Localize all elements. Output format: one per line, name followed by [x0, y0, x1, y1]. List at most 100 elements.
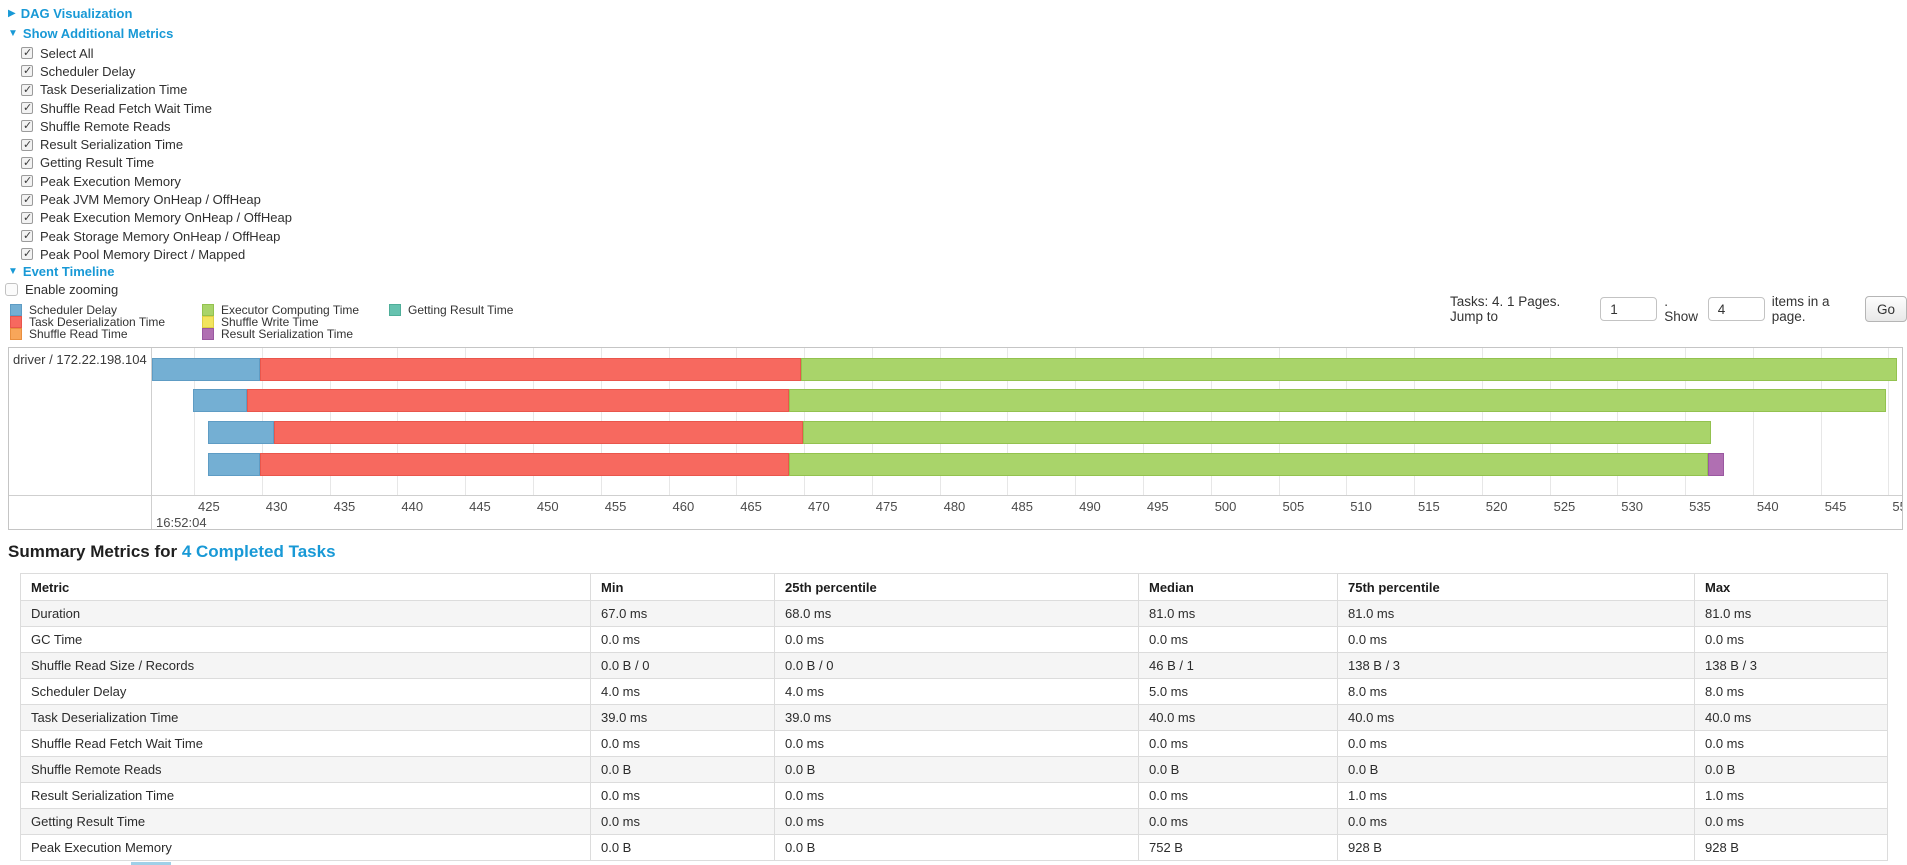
metric-value-cell: 0.0 ms: [1694, 808, 1888, 835]
completed-tasks-link[interactable]: 4 Completed Tasks: [181, 542, 336, 561]
metric-value-cell: 67.0 ms: [590, 600, 775, 627]
task-segment-scheduler-delay[interactable]: [207, 453, 261, 476]
metric-value-cell: 0.0 ms: [590, 730, 775, 757]
axis-tick-label: 475: [875, 499, 898, 514]
checkbox-checked[interactable]: [21, 64, 33, 78]
metric-value-cell: 0.0 B: [774, 756, 1139, 783]
checkbox-checked[interactable]: [21, 83, 33, 96]
metric-option-peak-jvm-memory-onheap-offheap[interactable]: Peak JVM Memory OnHeap / OffHeap: [21, 190, 292, 208]
table-row: Scheduler Delay 4.0 ms 4.0 ms 5.0 ms 8.0 ms 8…: [20, 678, 1888, 705]
legend-item-executor-computing-time: Executor Computing Time: [202, 303, 359, 317]
task-segment-task-deserialization-time[interactable]: [260, 358, 802, 381]
legend-item-shuffle-write-time: Shuffle Write Time: [202, 315, 359, 329]
metric-option-label: Peak Execution Memory OnHeap / OffHeap: [40, 210, 292, 226]
column-header-min: Min: [590, 573, 775, 601]
task-segment-task-deserialization-time[interactable]: [260, 453, 790, 476]
checkbox-checked[interactable]: [21, 229, 33, 243]
go-button[interactable]: Go: [1864, 296, 1907, 322]
checkbox-checked[interactable]: [21, 101, 33, 115]
metric-value-cell: 0.0 ms: [1138, 808, 1338, 835]
task-bar: [152, 421, 1902, 444]
checkbox-checked[interactable]: [21, 46, 33, 60]
task-segment-task-deserialization-time[interactable]: [246, 389, 790, 412]
metric-value-cell: 928 B: [1694, 834, 1888, 861]
task-segment-executor-computing-time[interactable]: [789, 389, 1886, 412]
timeline-axis: 425 430 435 440 445 450 455 460 465 470 475 480 485 4…: [9, 495, 1902, 529]
metric-option-peak-pool-memory-direct-mapped[interactable]: Peak Pool Memory Direct / Mapped: [21, 245, 292, 263]
table-header-row: Metric Min 25th percentile Median 75th perce…: [20, 573, 1888, 601]
table-row: Getting Result Time 0.0 ms 0.0 ms 0.0 ms 0.0…: [20, 808, 1888, 835]
metric-option-select-all[interactable]: Select All: [21, 44, 292, 62]
dag-visualization-label: DAG Visualization: [20, 6, 133, 21]
pagination-mid: . Show: [1664, 294, 1699, 324]
metric-value-cell: 0.0 ms: [1337, 626, 1695, 653]
axis-tick-label: 520: [1485, 499, 1508, 514]
metric-option-shuffle-read-fetch-wait-time[interactable]: Shuffle Read Fetch Wait Time: [21, 99, 292, 117]
table-row: Shuffle Remote Reads 0.0 B 0.0 B 0.0 B 0.0 B…: [20, 756, 1888, 783]
axis-tick-label: 530: [1621, 499, 1643, 514]
metric-value-cell: 4.0 ms: [590, 678, 775, 705]
metric-value-cell: 0.0 ms: [774, 782, 1139, 809]
task-segment-task-deserialization-time[interactable]: [274, 421, 803, 444]
metric-option-task-deserialization-time[interactable]: Task Deserialization Time: [21, 81, 292, 99]
checkbox-checked[interactable]: [21, 247, 33, 261]
metric-value-cell: 0.0 B / 0: [774, 652, 1139, 679]
checkbox-checked[interactable]: [21, 138, 33, 151]
metric-option-scheduler-delay[interactable]: Scheduler Delay: [21, 62, 292, 80]
task-segment-scheduler-delay[interactable]: [192, 389, 247, 412]
column-header-25th-percentile: 25th percentile: [774, 573, 1139, 601]
task-segment-result-serialization-time[interactable]: [1708, 453, 1725, 476]
checkbox-checked[interactable]: [21, 174, 33, 188]
metric-option-shuffle-remote-reads[interactable]: Shuffle Remote Reads: [21, 117, 292, 135]
metric-name-cell: Shuffle Remote Reads: [20, 756, 591, 783]
axis-tick-label: 425: [198, 499, 220, 514]
task-segment-executor-computing-time[interactable]: [789, 453, 1709, 476]
pagination-suffix: items in a page.: [1771, 294, 1830, 324]
metric-option-label: Select All: [40, 45, 94, 61]
metric-value-cell: 40.0 ms: [1337, 704, 1695, 731]
task-segment-scheduler-delay[interactable]: [207, 421, 274, 444]
event-timeline-toggle[interactable]: ▼ Event Timeline: [8, 264, 114, 279]
show-additional-metrics-toggle[interactable]: ▼ Show Additional Metrics: [8, 26, 173, 41]
axis-tick-label: 540: [1756, 499, 1779, 514]
metric-option-peak-storage-memory-onheap-offheap[interactable]: Peak Storage Memory OnHeap / OffHeap: [21, 227, 292, 245]
metric-value-cell: 1.0 ms: [1694, 782, 1888, 809]
metric-option-getting-result-time[interactable]: Getting Result Time: [21, 154, 292, 172]
task-segment-executor-computing-time[interactable]: [801, 358, 1897, 381]
axis-tick-label: 545: [1824, 499, 1847, 514]
checkbox-checked[interactable]: [21, 119, 33, 133]
task-segment-executor-computing-time[interactable]: [802, 421, 1711, 444]
metric-option-peak-execution-memory-onheap-offheap[interactable]: Peak Execution Memory OnHeap / OffHeap: [21, 209, 292, 227]
checkbox-checked[interactable]: [21, 156, 33, 169]
legend-label: Result Serialization Time: [221, 327, 354, 342]
enable-zooming-checkbox[interactable]: [5, 282, 18, 296]
metric-option-result-serialization-time[interactable]: Result Serialization Time: [21, 135, 292, 153]
metric-value-cell: 0.0 ms: [590, 626, 775, 653]
metric-value-cell: 0.0 ms: [590, 782, 775, 809]
metric-name-cell: GC Time: [20, 626, 591, 653]
axis-tick-label: 485: [1011, 499, 1033, 514]
metric-option-peak-execution-memory[interactable]: Peak Execution Memory: [21, 172, 292, 190]
gridline: [1888, 348, 1890, 495]
executor-computing-time-swatch-icon: [202, 304, 214, 317]
checkbox-checked[interactable]: [21, 211, 33, 224]
axis-tick-label: 500: [1214, 499, 1237, 514]
legend-label: Task Deserialization Time: [29, 315, 166, 330]
enable-zooming-option[interactable]: Enable zooming: [5, 280, 118, 298]
metric-value-cell: 8.0 ms: [1694, 678, 1888, 705]
axis-time-of-day-label: 16:52:04: [156, 515, 207, 529]
metric-value-cell: 0.0 B: [1138, 756, 1338, 783]
axis-tick-label: 460: [672, 499, 695, 514]
items-per-page-input[interactable]: [1707, 297, 1765, 321]
task-bar: [152, 453, 1902, 476]
axis-tick-label: 515: [1418, 499, 1440, 514]
metric-value-cell: 68.0 ms: [774, 600, 1139, 627]
metric-value-cell: 1.0 ms: [1337, 782, 1695, 809]
axis-tick-label: 465: [740, 499, 762, 514]
checkbox-checked[interactable]: [21, 193, 33, 206]
axis-tick-label: 445: [469, 499, 491, 514]
jump-to-page-input[interactable]: [1600, 297, 1658, 321]
dag-visualization-toggle[interactable]: ▶ DAG Visualization: [8, 6, 132, 21]
axis-tick-label: 525: [1553, 499, 1576, 514]
task-segment-scheduler-delay[interactable]: [152, 358, 261, 381]
